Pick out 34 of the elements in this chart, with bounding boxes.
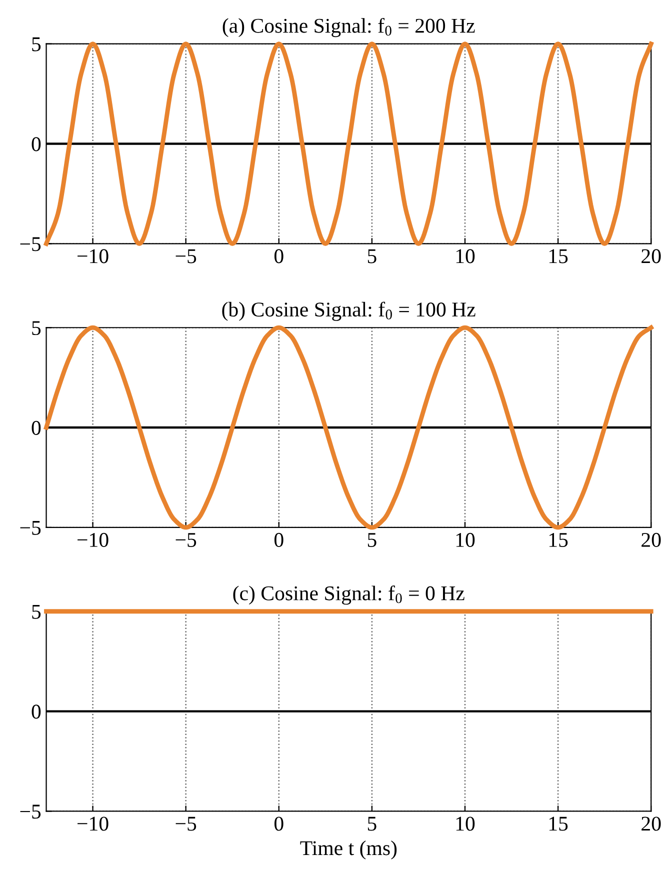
y-tick-label: 5 (32, 604, 41, 619)
x-tick-label: 20 (642, 532, 661, 547)
chart-title: (c) Cosine Signal: f$_{0}$ = 0 Hz (233, 585, 464, 605)
y-tick-label: −5 (20, 237, 41, 252)
x-tick-label: 5 (368, 249, 376, 264)
x-tick-label: −5 (176, 249, 196, 264)
x-tick-label: 5 (368, 533, 376, 547)
x-tick-label: 10 (456, 249, 475, 264)
y-tick-label: −5 (20, 521, 41, 535)
x-tick-label: 10 (456, 816, 475, 831)
y-tick-label: 5 (32, 37, 41, 52)
x-tick-label: 20 (642, 816, 661, 831)
y-tick-label: 5 (32, 321, 41, 336)
x-tick-label: 0 (274, 249, 284, 264)
x-tick-label: −10 (78, 532, 108, 547)
y-tick-label: −5 (20, 804, 41, 819)
chart-title: (b) Cosine Signal: f$_{0}$ = 100 Hz (222, 302, 476, 321)
x-tick-label: 0 (274, 816, 284, 831)
x-tick-label: −10 (78, 816, 108, 831)
x-tick-label: 15 (549, 533, 568, 547)
x-tick-label: 0 (274, 532, 284, 547)
x-tick-label: −5 (176, 816, 196, 831)
chart-title: (a) Cosine Signal: f$_{0}$ = 200 Hz (222, 18, 475, 38)
y-tick-label: 0 (32, 137, 41, 152)
y-tick-label: 0 (32, 420, 41, 435)
y-tick-label: 0 (32, 704, 41, 719)
x-tick-label: 15 (549, 816, 568, 831)
x-tick-label: 10 (456, 532, 475, 547)
x-tick-label: 15 (549, 249, 568, 264)
x-tick-label: −10 (78, 249, 108, 264)
x-axis-title: Time t (ms) (300, 840, 397, 860)
x-tick-label: −5 (176, 533, 196, 547)
x-tick-label: 20 (642, 249, 661, 264)
x-tick-label: 5 (368, 816, 376, 831)
